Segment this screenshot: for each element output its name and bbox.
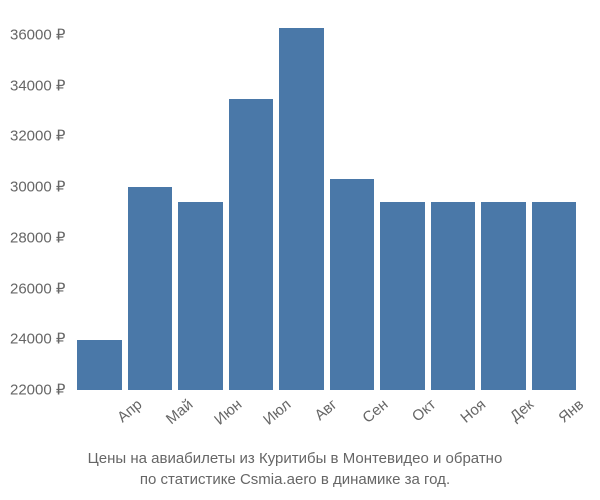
- y-tick: 24000 ₽: [10, 332, 65, 347]
- bar: [77, 340, 121, 390]
- bar-slot: [330, 20, 374, 390]
- bar: [380, 202, 424, 390]
- bar-slot: [178, 20, 222, 390]
- x-tick-slot: Окт: [386, 392, 429, 442]
- y-tick: 36000 ₽: [10, 28, 65, 43]
- bar-slot: [380, 20, 424, 390]
- x-tick-slot: Янв: [533, 392, 576, 442]
- x-tick-slot: Сен: [337, 392, 380, 442]
- x-tick-slot: Июл: [239, 392, 282, 442]
- caption-line-1: Цены на авиабилеты из Куритибы в Монтеви…: [88, 450, 503, 467]
- x-tick-slot: Авг: [288, 392, 331, 442]
- bar-slot: [229, 20, 273, 390]
- x-axis: АпрМайИюнИюлАвгСенОктНояДекЯнв: [10, 392, 580, 442]
- bar: [330, 179, 374, 390]
- bar: [178, 202, 222, 390]
- bar-slot: [279, 20, 323, 390]
- y-tick: 32000 ₽: [10, 129, 65, 144]
- bar: [229, 99, 273, 390]
- y-tick: 28000 ₽: [10, 230, 65, 245]
- y-axis: 36000 ₽ 34000 ₽ 32000 ₽ 30000 ₽ 28000 ₽ 26000…: [10, 20, 73, 390]
- bar-slot: [128, 20, 172, 390]
- caption-line-2: по статистике Csmia.aero в динамике за г…: [140, 471, 450, 488]
- bar: [532, 202, 576, 390]
- y-tick: 26000 ₽: [10, 281, 65, 296]
- chart-caption: Цены на авиабилеты из Куритибы в Монтеви…: [10, 448, 580, 490]
- plot-area: 36000 ₽ 34000 ₽ 32000 ₽ 30000 ₽ 28000 ₽ 26000…: [10, 20, 580, 390]
- bar: [128, 187, 172, 391]
- bar-slot: [481, 20, 525, 390]
- bar: [279, 28, 323, 390]
- y-tick: 34000 ₽: [10, 78, 65, 93]
- x-tick: Авг: [311, 396, 340, 424]
- bar-slot: [77, 20, 121, 390]
- y-tick: 30000 ₽: [10, 180, 65, 195]
- bar: [481, 202, 525, 390]
- bars-area: [73, 20, 580, 390]
- x-tick-slot: Май: [141, 392, 184, 442]
- bar-slot: [532, 20, 576, 390]
- y-tick: 22000 ₽: [10, 382, 65, 397]
- bar-slot: [431, 20, 475, 390]
- x-tick-slot: Июн: [190, 392, 233, 442]
- x-tick-slot: Апр: [92, 392, 135, 442]
- price-chart: 36000 ₽ 34000 ₽ 32000 ₽ 30000 ₽ 28000 ₽ 26000…: [0, 0, 600, 500]
- x-tick-slot: Дек: [484, 392, 527, 442]
- bar: [431, 202, 475, 390]
- x-tick: Янв: [555, 396, 587, 426]
- x-tick-slot: Ноя: [435, 392, 478, 442]
